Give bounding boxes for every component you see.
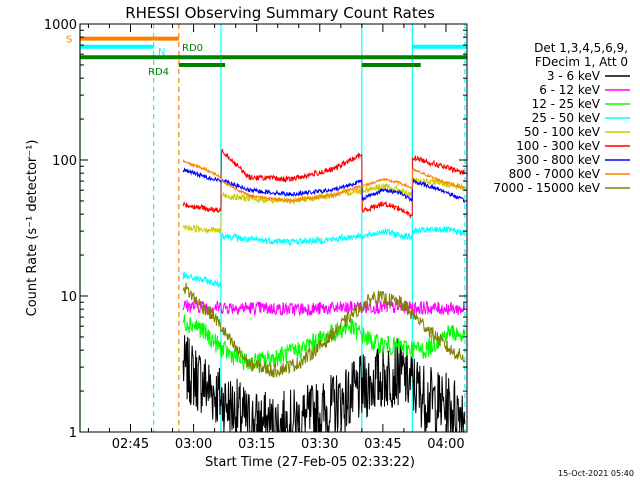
legend-label: 100 - 300 keV xyxy=(516,139,600,153)
y-tick-label: 1000 xyxy=(44,18,77,33)
legend-header-line: Det 1,3,4,5,6,9, xyxy=(534,41,628,55)
chart-title: RHESSI Observing Summary Count Rates xyxy=(125,4,435,22)
x-tick-label: 03:45 xyxy=(364,437,401,452)
series-line xyxy=(182,148,466,220)
state-label-n: N xyxy=(158,47,165,58)
legend-label: 3 - 6 keV xyxy=(547,69,601,83)
plot-frame xyxy=(79,23,468,433)
plot-area: S N RD0 RD4 xyxy=(66,24,467,434)
y-tick-label: 1 xyxy=(69,426,77,441)
y-axis-label: Count Rate (s⁻¹ detector⁻¹) xyxy=(25,140,40,317)
legend-label: 800 - 7000 keV xyxy=(509,167,601,181)
y-tick-label: 10 xyxy=(60,290,77,305)
state-label-rd0: RD0 xyxy=(182,43,203,54)
legend-label: 300 - 800 keV xyxy=(516,153,600,167)
x-tick-label: 04:00 xyxy=(427,437,464,452)
series-line xyxy=(182,282,466,379)
x-tick-label: 03:15 xyxy=(238,437,275,452)
legend-label: 50 - 100 keV xyxy=(524,125,601,139)
state-label-rd4: RD4 xyxy=(148,67,169,78)
series-line xyxy=(182,167,466,203)
x-tick-label: 02:45 xyxy=(112,437,149,452)
x-axis-label: Start Time (27-Feb-05 02:33:22) xyxy=(205,455,415,470)
x-tick-label: 03:00 xyxy=(175,437,212,452)
axes: 1 10 100 1000 02:45 03:00 03:15 03:30 03:45 04:00 xyxy=(44,18,468,452)
legend-label: 6 - 12 keV xyxy=(539,83,601,97)
y-tick-label: 100 xyxy=(52,154,77,169)
legend-label: 7000 - 15000 keV xyxy=(493,181,600,195)
series-line xyxy=(182,159,466,204)
x-tick-label: 03:30 xyxy=(301,437,338,452)
series-line xyxy=(182,299,465,317)
state-label-s: S xyxy=(66,35,72,46)
legend-header: Det 1,3,4,5,6,9,FDecim 1, Att 0 xyxy=(534,41,628,69)
series-line xyxy=(182,314,466,372)
legend-label: 25 - 50 keV xyxy=(532,111,601,125)
timestamp: 15-Oct-2021 05:40 xyxy=(558,469,634,478)
legend-label: 12 - 25 keV xyxy=(532,97,601,111)
legend-header-line: FDecim 1, Att 0 xyxy=(535,55,628,69)
series-line xyxy=(182,177,466,234)
series-line xyxy=(182,226,466,289)
